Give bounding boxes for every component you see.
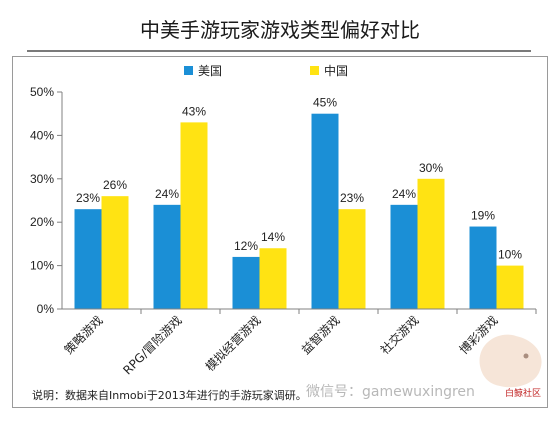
data-label: 12% xyxy=(234,239,258,253)
data-label: 24% xyxy=(155,187,179,201)
bar xyxy=(153,204,181,309)
bar xyxy=(311,113,339,309)
bar xyxy=(417,178,445,309)
bar xyxy=(496,265,524,309)
bar xyxy=(180,122,208,309)
y-tick-label: 0% xyxy=(37,302,55,316)
data-label: 45% xyxy=(313,96,337,110)
x-category-label: 社交游戏 xyxy=(377,313,422,358)
data-label: 14% xyxy=(261,230,285,244)
data-label: 24% xyxy=(392,187,416,201)
bar xyxy=(390,204,418,309)
legend-label: 中国 xyxy=(324,63,348,78)
y-tick-label: 50% xyxy=(30,85,54,99)
x-category-label: RPG/冒险游戏 xyxy=(120,313,185,378)
watermark-logo xyxy=(479,334,542,388)
legend: 美国 中国 xyxy=(184,63,348,78)
x-category-label: 模拟经营游戏 xyxy=(203,313,264,374)
x-category-label: 策略游戏 xyxy=(61,313,106,358)
x-category-label: 益智游戏 xyxy=(298,313,343,358)
x-axis: 策略游戏 RPG/冒险游戏 模拟经营游戏 益智游戏 社交游戏 博彩游戏 xyxy=(61,308,537,378)
y-tick-label: 40% xyxy=(30,128,54,142)
chart-frame xyxy=(12,56,548,408)
bar xyxy=(338,209,366,309)
y-tick-label: 30% xyxy=(30,172,54,186)
watermark-wechat: 微信号：gamewuxingren xyxy=(306,384,475,400)
legend-swatch xyxy=(310,66,319,75)
bar xyxy=(74,209,102,309)
data-label: 19% xyxy=(471,209,495,223)
chart-title: 中美手游玩家游戏类型偏好对比 xyxy=(140,18,420,42)
y-axis: 0% 10% 20% 30% 40% 50% xyxy=(30,85,63,316)
chart-note: 说明：数据来自Inmobi于2013年进行的手游玩家调研。 xyxy=(32,389,307,402)
bar xyxy=(259,248,287,309)
bar xyxy=(101,196,129,309)
y-tick-label: 10% xyxy=(30,259,54,273)
data-label: 23% xyxy=(76,191,100,205)
data-label: 30% xyxy=(419,161,443,175)
bar xyxy=(469,226,497,309)
data-label: 10% xyxy=(498,248,522,262)
bars xyxy=(74,113,524,309)
data-label: 26% xyxy=(103,178,127,192)
data-labels: 23%26%24%43%12%14%45%23% 24%30%19%10% xyxy=(76,96,522,262)
title-underline xyxy=(27,50,531,52)
legend-swatch xyxy=(184,66,193,75)
y-tick-label: 20% xyxy=(30,215,54,229)
legend-label: 美国 xyxy=(198,64,222,78)
data-label: 43% xyxy=(182,104,206,118)
watermark-site: 白鲸社区 xyxy=(505,389,542,399)
data-label: 23% xyxy=(340,191,364,205)
bar xyxy=(232,256,260,309)
